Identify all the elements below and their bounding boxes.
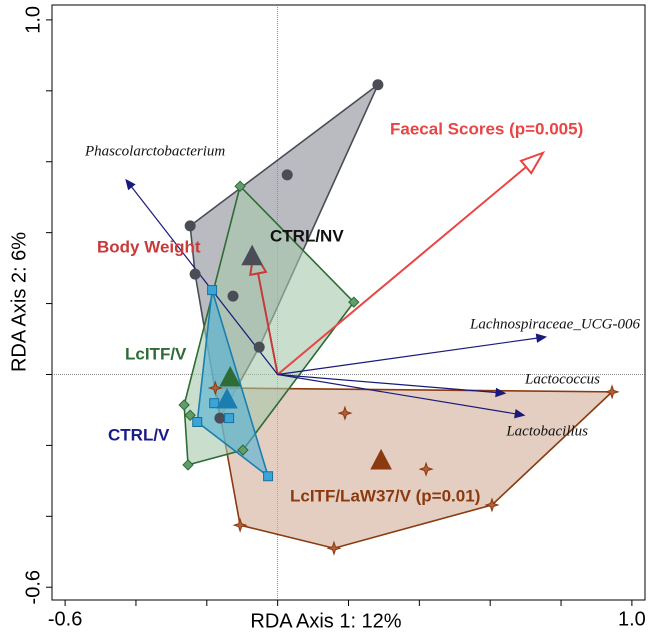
- arrow-label: Faecal Scores (p=0.005): [390, 119, 583, 138]
- arrow-label: Lactobacillus: [505, 423, 588, 439]
- y-axis-label: RDA Axis 2: 6%: [8, 232, 30, 372]
- arrow-shaft: [131, 186, 279, 375]
- point: [604, 384, 620, 400]
- point: [207, 285, 218, 296]
- point: [227, 290, 239, 302]
- arrow-shaft: [277, 373, 516, 415]
- point: [182, 459, 194, 471]
- point: [184, 220, 196, 232]
- point: [418, 461, 434, 477]
- point: [207, 380, 223, 396]
- point: [232, 517, 248, 533]
- point: [263, 471, 274, 482]
- point: [337, 405, 353, 421]
- centroid: [241, 244, 263, 266]
- point: [281, 169, 293, 181]
- arrow-head: [519, 150, 546, 175]
- point: [348, 296, 360, 308]
- arrow-label: Lachnospiraceae_UCG-006: [469, 316, 640, 332]
- arrow-head: [535, 333, 548, 343]
- x-axis-label: RDA Axis 1: 12%: [250, 610, 401, 632]
- centroid: [370, 448, 392, 470]
- point: [189, 268, 201, 280]
- arrow-head: [125, 178, 136, 191]
- group-hull: [214, 387, 615, 550]
- arrow-head: [514, 409, 526, 419]
- point: [234, 180, 246, 192]
- centroid: [219, 365, 242, 387]
- centroid: [216, 387, 238, 409]
- x-tick-label: -0.6: [48, 608, 82, 630]
- group-label: LcITF/LaW37/V (p=0.01): [290, 486, 480, 505]
- arrow-label: Lactococcus: [524, 371, 600, 387]
- arrow-shaft: [277, 373, 497, 394]
- arrow-label: Phascolarctobacterium: [84, 143, 225, 159]
- point: [253, 341, 265, 353]
- point: [326, 540, 342, 556]
- point: [372, 79, 384, 91]
- group-label: CTRL/V: [108, 425, 170, 444]
- point: [224, 413, 235, 424]
- group-label: LcITF/V: [125, 344, 187, 363]
- arrow-shaft: [257, 273, 279, 375]
- point: [214, 412, 226, 424]
- arrow-shaft: [277, 166, 527, 376]
- y-tick-label: 1.0: [22, 6, 44, 34]
- arrow-shaft: [277, 337, 537, 376]
- point: [237, 444, 249, 456]
- arrow-head: [495, 387, 507, 398]
- group-label: CTRL/NV: [270, 226, 344, 245]
- x-tick-label: 1.0: [618, 608, 646, 630]
- point: [209, 398, 220, 409]
- point: [484, 497, 500, 513]
- point: [178, 399, 190, 411]
- y-tick-label: -0.6: [22, 570, 44, 604]
- arrow-label: Body Weight: [97, 237, 201, 256]
- point: [192, 416, 203, 427]
